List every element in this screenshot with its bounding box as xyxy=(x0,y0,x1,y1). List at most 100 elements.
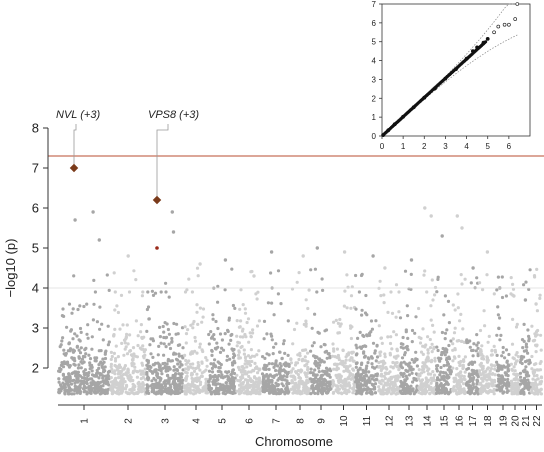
snp-point xyxy=(325,356,329,360)
snp-point xyxy=(90,383,94,387)
snp-point xyxy=(497,373,501,378)
snp-point xyxy=(143,377,147,381)
snp-point xyxy=(341,348,345,352)
snp-point xyxy=(382,301,386,305)
snp-point xyxy=(405,304,409,308)
snp-point xyxy=(233,376,237,380)
snp-point xyxy=(99,349,103,353)
snp-point xyxy=(391,380,395,384)
snp-point xyxy=(76,380,80,384)
snp-point xyxy=(304,298,308,302)
snp-point xyxy=(327,373,331,378)
snp-point xyxy=(260,372,265,376)
snp-point xyxy=(212,364,216,368)
snp-point xyxy=(158,378,162,382)
snp-point xyxy=(341,363,345,367)
peak-snp-point xyxy=(97,238,102,242)
snp-point xyxy=(456,306,460,310)
snp-point xyxy=(442,313,446,317)
snp-point xyxy=(127,392,131,396)
snp-point xyxy=(420,368,425,372)
snp-point xyxy=(391,366,395,370)
snp-point xyxy=(236,353,241,357)
snp-point xyxy=(261,389,265,393)
snp-point xyxy=(274,359,278,363)
snp-point xyxy=(518,371,523,375)
snp-point xyxy=(245,320,249,325)
snp-point xyxy=(88,361,92,365)
snp-point xyxy=(66,361,70,365)
snp-point xyxy=(299,368,303,372)
snp-point xyxy=(481,372,485,376)
snp-point xyxy=(103,356,108,361)
snp-point xyxy=(255,324,260,328)
snp-point xyxy=(348,364,352,368)
snp-point xyxy=(69,328,73,332)
snp-point xyxy=(79,360,83,364)
snp-point xyxy=(476,392,480,396)
snp-point xyxy=(420,371,424,375)
snp-point xyxy=(178,391,182,395)
snp-point xyxy=(138,346,142,350)
snp-point xyxy=(195,310,199,314)
snp-point xyxy=(276,378,280,382)
qq-y-tick-label: 0 xyxy=(372,132,377,141)
snp-point xyxy=(451,342,455,346)
snp-point xyxy=(309,268,313,272)
snp-point xyxy=(79,346,83,350)
snp-point xyxy=(156,353,160,357)
chromosome-tick-label: 13 xyxy=(405,415,416,427)
snp-point xyxy=(101,376,105,380)
snp-point xyxy=(310,386,314,390)
snp-point xyxy=(142,372,146,376)
snp-point xyxy=(331,354,335,358)
snp-point xyxy=(151,355,155,359)
snp-point xyxy=(116,310,120,315)
snp-point xyxy=(151,382,155,387)
snp-point xyxy=(140,294,144,298)
snp-point xyxy=(210,370,215,374)
chromosome-tick-label: 11 xyxy=(362,415,373,426)
snp-point xyxy=(389,365,393,369)
snp-point xyxy=(248,363,253,367)
snp-point xyxy=(232,379,236,383)
snp-point xyxy=(401,374,405,378)
snp-point xyxy=(63,391,67,395)
snp-point xyxy=(241,335,245,339)
snp-point xyxy=(273,374,277,378)
snp-point xyxy=(423,345,427,349)
snp-point xyxy=(386,335,390,339)
snp-point xyxy=(201,349,205,354)
snp-point xyxy=(257,392,261,396)
snp-point xyxy=(348,373,352,377)
snp-point xyxy=(502,390,506,394)
snp-point xyxy=(335,366,339,370)
snp-point xyxy=(107,340,111,344)
snp-point xyxy=(370,327,374,331)
snp-point xyxy=(189,373,194,377)
snp-point xyxy=(150,289,154,293)
snp-point xyxy=(386,387,390,391)
snp-point xyxy=(87,371,91,375)
snp-point xyxy=(443,294,447,298)
snp-point xyxy=(232,347,236,352)
snp-point xyxy=(145,390,149,394)
snp-point xyxy=(515,372,519,376)
snp-point xyxy=(249,392,253,396)
snp-point xyxy=(463,355,467,359)
snp-point xyxy=(516,389,520,393)
snp-point xyxy=(128,373,132,377)
snp-point xyxy=(167,391,171,395)
snp-point xyxy=(102,390,106,394)
snp-point xyxy=(281,342,286,346)
snp-point xyxy=(465,341,469,345)
snp-point xyxy=(504,348,509,352)
snp-point xyxy=(457,339,461,343)
snp-point xyxy=(329,369,333,373)
snp-point xyxy=(303,391,307,395)
snp-point xyxy=(103,351,107,355)
qq-y-tick-label: 4 xyxy=(372,57,377,66)
snp-point xyxy=(433,356,437,360)
snp-point xyxy=(153,368,157,372)
snp-point xyxy=(298,379,302,383)
